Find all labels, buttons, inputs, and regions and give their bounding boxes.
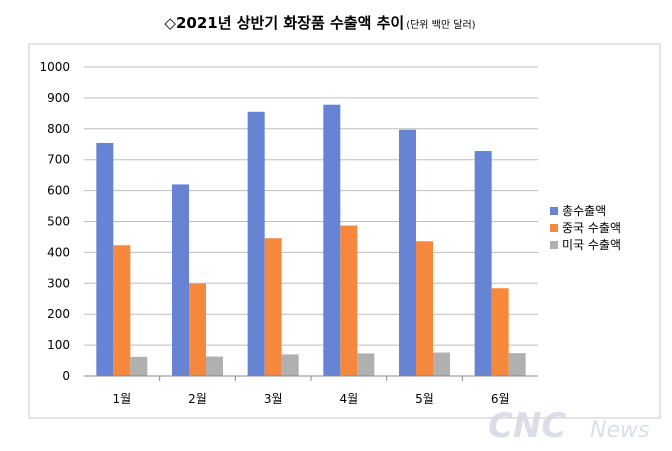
y-tick-label: 1000 bbox=[39, 60, 70, 74]
bar-2-6 bbox=[491, 288, 509, 376]
chart-title-main: ◇2021년 상반기 화장품 수출액 추이 bbox=[164, 14, 404, 32]
bar-1-3 bbox=[247, 111, 265, 377]
x-tick-label: 5월 bbox=[415, 392, 434, 406]
bar-1-4 bbox=[323, 104, 341, 376]
legend-label: 총수출액 bbox=[562, 204, 606, 218]
watermark: CNC News bbox=[488, 406, 649, 446]
y-tick-label: 800 bbox=[47, 122, 70, 136]
bar-3-2 bbox=[206, 356, 223, 376]
bar-2-3 bbox=[264, 238, 282, 376]
bar-3-6 bbox=[508, 353, 526, 376]
grid bbox=[84, 66, 538, 346]
bar-2-4 bbox=[340, 225, 358, 376]
y-tick-label: 300 bbox=[47, 276, 70, 290]
y-tick-label: 700 bbox=[47, 153, 70, 167]
legend-label: 중국 수출액 bbox=[562, 221, 621, 235]
bar-1-6 bbox=[474, 151, 492, 376]
bar-1-2 bbox=[172, 184, 189, 376]
legend-label: 미국 수출액 bbox=[562, 238, 621, 252]
bar-3-3 bbox=[281, 354, 299, 376]
bars bbox=[96, 104, 526, 377]
y-tick-label: 600 bbox=[47, 184, 70, 198]
x-tick-label: 1월 bbox=[112, 392, 131, 406]
bar-2-2 bbox=[189, 283, 206, 376]
y-tick-label: 400 bbox=[47, 245, 70, 259]
chart-title: ◇2021년 상반기 화장품 수출액 추이 (단위 백만 달러) bbox=[164, 14, 475, 32]
plot-frame bbox=[28, 43, 661, 419]
axes: 0 100 200 300 400 500 600 700 800 900 1000 1월 2월 3월 4월… bbox=[39, 60, 538, 406]
bar-2-1 bbox=[113, 245, 131, 376]
bar-3-4 bbox=[357, 353, 375, 376]
bar-2-5 bbox=[416, 241, 433, 376]
y-tick-label: 500 bbox=[47, 215, 70, 229]
y-tick-label: 200 bbox=[47, 307, 70, 321]
watermark-brand: CNC bbox=[488, 406, 566, 446]
x-tick-label: 6월 bbox=[491, 392, 510, 406]
chart-title-unit: (단위 백만 달러) bbox=[406, 18, 475, 31]
bar-1-1 bbox=[96, 143, 114, 376]
y-tick-label: 100 bbox=[47, 338, 70, 352]
y-tick-label: 0 bbox=[62, 369, 70, 383]
x-tick-label: 2월 bbox=[188, 392, 207, 406]
legend-swatch bbox=[550, 241, 558, 249]
watermark-suffix: News bbox=[590, 418, 649, 443]
x-tick-label: 3월 bbox=[264, 392, 283, 406]
x-tick-label: 4월 bbox=[339, 392, 358, 406]
legend-swatch bbox=[550, 224, 558, 232]
bar-3-5 bbox=[433, 352, 450, 376]
legend-swatch bbox=[550, 207, 558, 215]
bar-1-5 bbox=[399, 129, 416, 376]
y-tick-label: 900 bbox=[47, 91, 70, 105]
bar-3-1 bbox=[130, 356, 148, 376]
